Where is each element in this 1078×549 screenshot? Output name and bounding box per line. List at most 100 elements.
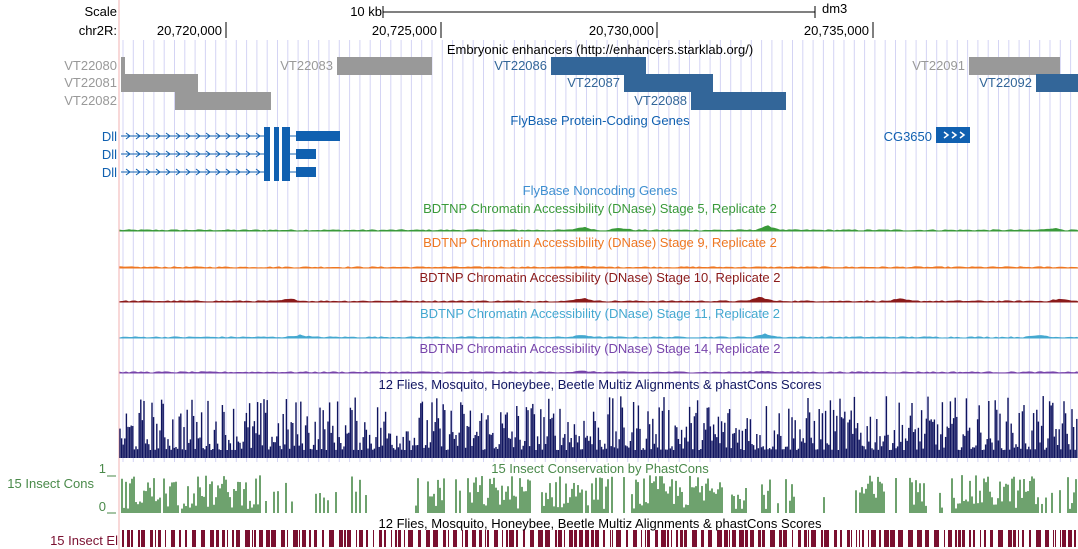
track-title-genes[interactable]: FlyBase Protein-Coding Genes xyxy=(510,113,690,128)
conserved-element xyxy=(236,530,240,547)
conserved-element xyxy=(408,530,413,547)
conserved-element xyxy=(502,530,503,547)
track-title-multiz[interactable]: 12 Flies, Mosquito, Honeybee, Beetle Mul… xyxy=(378,377,822,392)
assembly-label: dm3 xyxy=(822,1,848,16)
gene-label[interactable]: Dll xyxy=(101,165,117,180)
conserved-element xyxy=(1022,530,1024,547)
conserved-element xyxy=(122,530,124,547)
conserved-element xyxy=(479,530,482,547)
conserved-element xyxy=(127,530,130,547)
track-title-noncoding[interactable]: FlyBase Noncoding Genes xyxy=(522,183,678,198)
ruler-tick-label: 20,720,000 xyxy=(156,23,222,38)
dnase-signal xyxy=(119,333,1078,339)
conserved-element xyxy=(391,530,392,547)
enhancer-feature[interactable] xyxy=(121,74,198,92)
strand-arrow xyxy=(245,168,251,176)
track-title-elements[interactable]: 12 Flies, Mosquito, Honeybee, Beetle Mul… xyxy=(378,516,822,531)
track-title-dnase-stage14[interactable]: BDTNP Chromatin Accessibility (DNase) St… xyxy=(419,341,781,356)
gene-exon xyxy=(274,145,279,163)
conserved-element xyxy=(366,530,368,547)
track-title-dnase-stage9[interactable]: BDTNP Chromatin Accessibility (DNase) St… xyxy=(423,235,777,250)
phastcons-side-label[interactable]: 15 Insect Cons xyxy=(7,476,94,491)
gene-label[interactable]: CG3650 xyxy=(883,129,932,144)
enhancer-feature[interactable] xyxy=(551,57,646,75)
conserved-element xyxy=(859,530,860,547)
track-title-phastcons[interactable]: 15 Insect Conservation by PhastCons xyxy=(491,461,709,476)
conserved-element xyxy=(808,530,809,547)
track-title-enhancers[interactable]: Embryonic enhancers (http://enhancers.st… xyxy=(446,42,754,57)
enhancer-feature[interactable] xyxy=(969,57,1060,75)
conserved-element xyxy=(1068,530,1072,547)
enhancer-label[interactable]: VT22087 xyxy=(567,75,620,90)
enhancer-label[interactable]: VT22088 xyxy=(634,93,687,108)
strand-arrow xyxy=(959,131,966,139)
strand-arrow xyxy=(255,168,261,176)
conserved-element xyxy=(798,530,801,547)
enhancer-label[interactable]: VT22082 xyxy=(64,93,117,108)
ruler-tick-label: 20,725,000 xyxy=(371,23,437,38)
chrom-label: chr2R: xyxy=(78,23,117,38)
scale-label: Scale xyxy=(84,4,117,19)
strand-arrow xyxy=(125,132,131,140)
conserved-element xyxy=(359,530,363,547)
strand-arrow xyxy=(225,168,231,176)
conserved-element xyxy=(384,530,386,547)
conserved-element xyxy=(171,530,175,547)
enhancer-label[interactable]: VT22092 xyxy=(979,75,1032,90)
strand-arrow xyxy=(195,132,201,140)
strand-arrow xyxy=(125,150,131,158)
conserved-element xyxy=(724,530,728,547)
phastcons-min-label: 0 xyxy=(98,499,106,514)
conserved-element xyxy=(329,530,334,547)
conserved-element xyxy=(210,530,214,547)
conserved-element xyxy=(150,530,153,547)
gene-utr xyxy=(296,149,316,159)
strand-arrow xyxy=(145,132,151,140)
strand-arrow xyxy=(215,132,221,140)
conserved-element xyxy=(958,530,961,547)
phastcons-max-label: 1 xyxy=(98,461,106,476)
conserved-element xyxy=(494,530,498,547)
conserved-element xyxy=(890,530,895,547)
conserved-element xyxy=(232,530,234,547)
enhancer-feature[interactable] xyxy=(121,57,125,75)
track-title-dnase-stage11[interactable]: BDTNP Chromatin Accessibility (DNase) St… xyxy=(419,306,781,321)
track-title-dnase-stage5[interactable]: BDTNP Chromatin Accessibility (DNase) St… xyxy=(423,201,777,216)
strand-arrow xyxy=(175,132,181,140)
conserved-element xyxy=(141,530,145,547)
dnase-signal xyxy=(119,370,1078,374)
strand-arrow xyxy=(215,168,221,176)
conserved-element xyxy=(750,530,754,547)
conserved-element xyxy=(395,530,397,547)
strand-arrow xyxy=(195,150,201,158)
conserved-element xyxy=(509,530,514,547)
enhancer-feature[interactable] xyxy=(1036,74,1078,92)
conserved-element xyxy=(973,530,975,547)
enhancer-label[interactable]: VT22081 xyxy=(64,75,117,90)
elements-side-label[interactable]: 15 Insect El xyxy=(50,533,118,548)
enhancer-label[interactable]: VT22083 xyxy=(280,58,333,73)
enhancer-label[interactable]: VT22080 xyxy=(64,58,117,73)
gene-exon xyxy=(282,127,290,145)
conserved-element xyxy=(585,530,589,547)
conserved-element xyxy=(523,530,525,547)
conserved-element xyxy=(1062,530,1066,547)
conserved-element xyxy=(1008,530,1012,547)
conserved-element xyxy=(925,530,929,547)
strand-arrow xyxy=(135,132,141,140)
conserved-element xyxy=(739,530,744,547)
gene-exon xyxy=(264,163,270,181)
enhancer-feature[interactable] xyxy=(175,92,271,110)
enhancer-feature[interactable] xyxy=(691,92,786,110)
gene-label[interactable]: Dll xyxy=(101,129,117,144)
enhancer-feature[interactable] xyxy=(624,74,713,92)
enhancer-feature[interactable] xyxy=(337,57,432,75)
enhancer-label[interactable]: VT22091 xyxy=(912,58,965,73)
conserved-element xyxy=(1013,530,1016,547)
track-title-dnase-stage10[interactable]: BDTNP Chromatin Accessibility (DNase) St… xyxy=(419,270,781,285)
strand-arrow xyxy=(185,150,191,158)
enhancer-label[interactable]: VT22086 xyxy=(494,58,547,73)
gene-label[interactable]: Dll xyxy=(101,147,117,162)
